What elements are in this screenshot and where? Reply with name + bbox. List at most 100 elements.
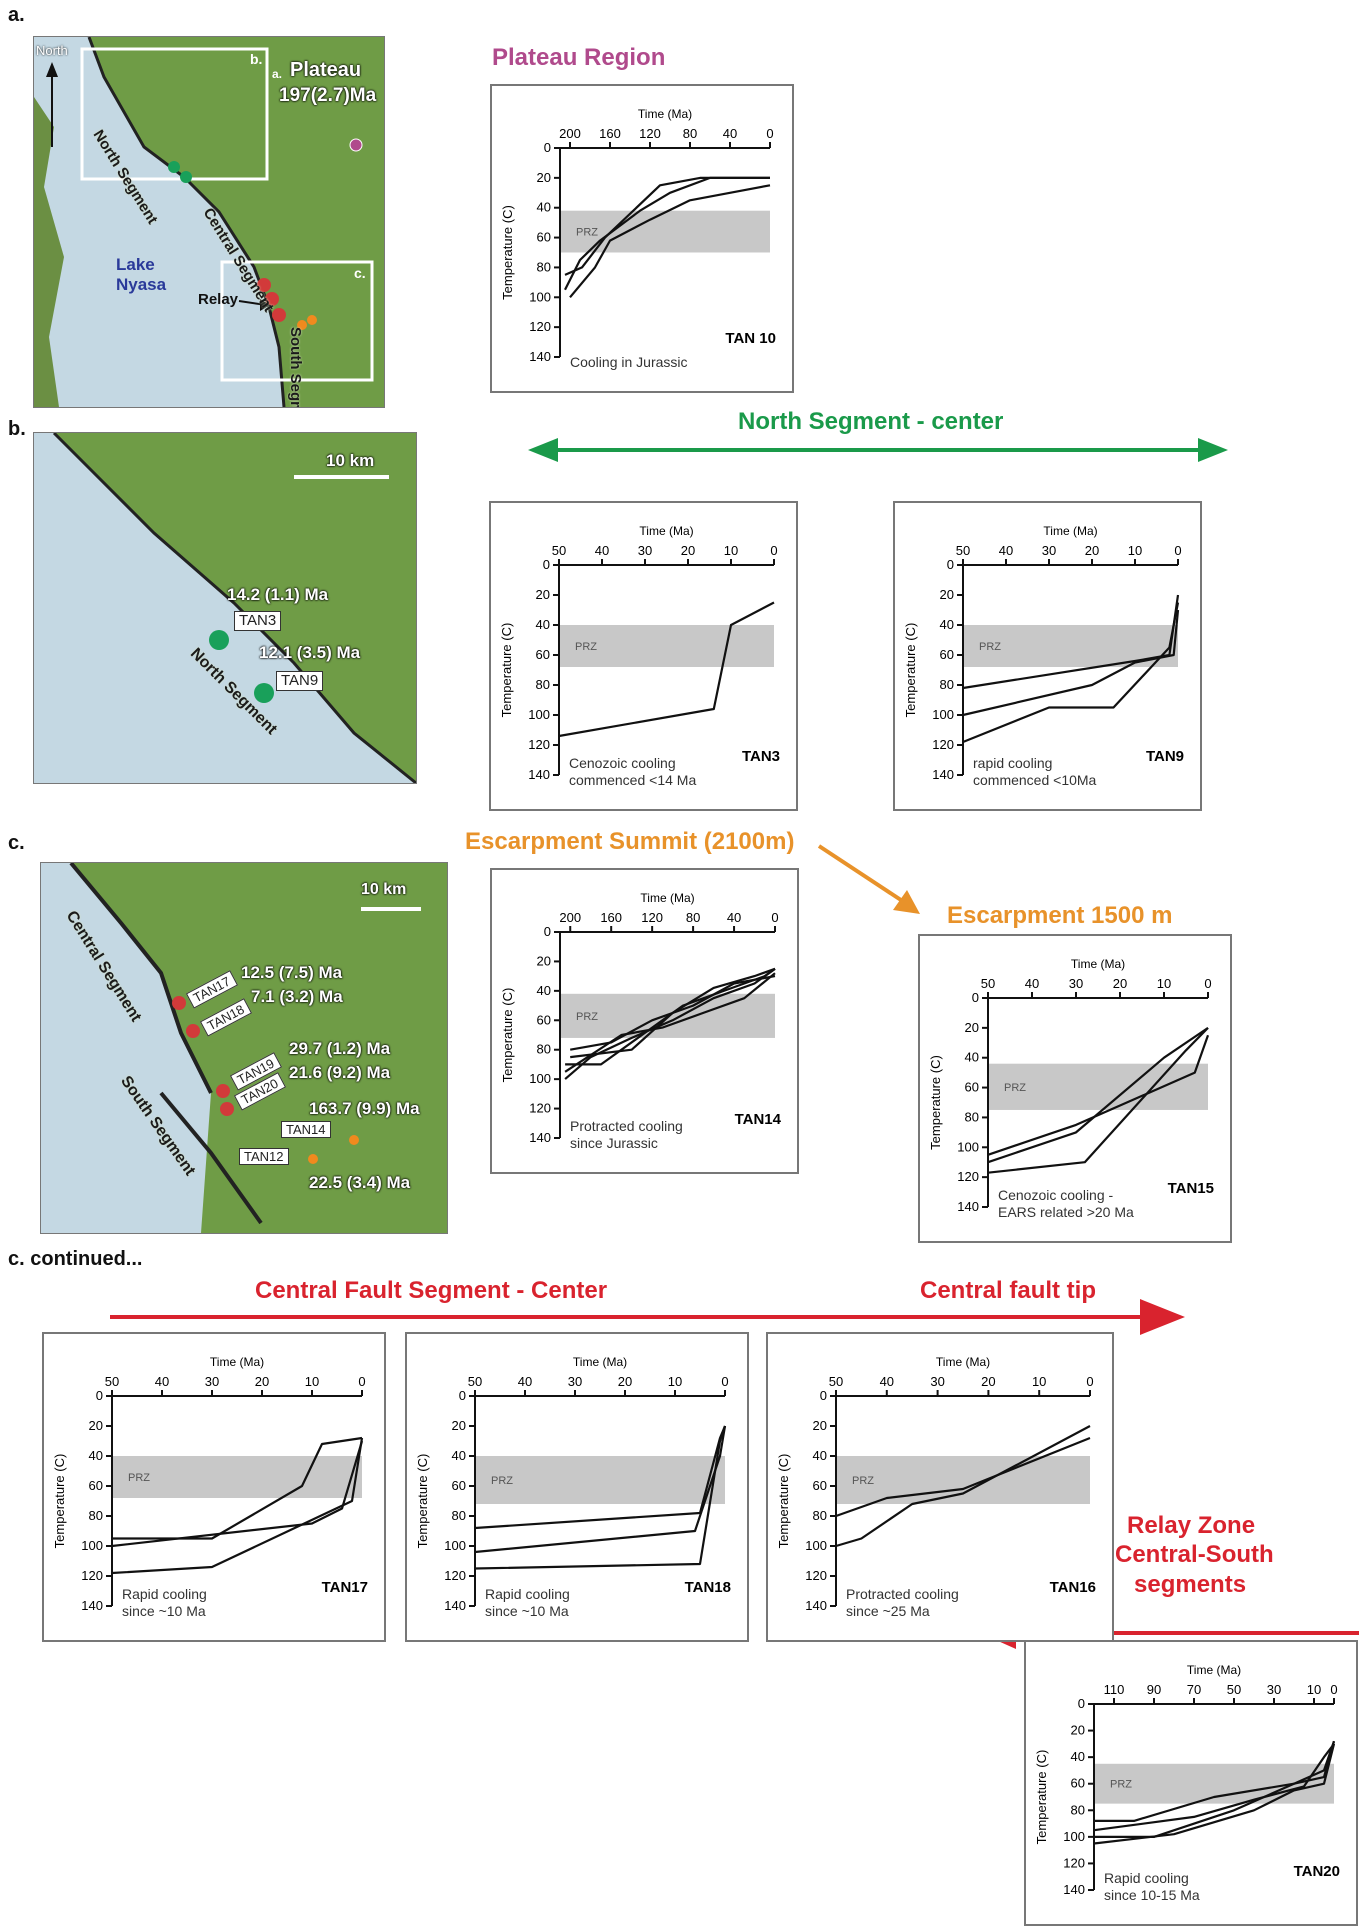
- tan10-x-tick-label: 40: [723, 126, 737, 141]
- tan20-x-tick-label: 0: [1330, 1682, 1337, 1697]
- tan14-x-axis-label: Time (Ma): [640, 891, 694, 905]
- age-label-1: 12.5 (7.5) Ma: [241, 963, 343, 982]
- tan3-caption-line: commenced <14 Ma: [569, 772, 696, 788]
- tan20-sample-label: TAN20: [1294, 1863, 1340, 1880]
- tan16-y-tick-label: 120: [805, 1568, 827, 1583]
- chart-tan18: PRZ 50 40 30 20 10 0 Time (Ma) 0 20 40 60 80 100 120 14…: [405, 1332, 749, 1642]
- tan20-x-tick-label: 10: [1307, 1682, 1321, 1697]
- tan18-prz-label: PRZ: [491, 1475, 513, 1487]
- tan18-y-axis-label: Temperature (C): [415, 1454, 430, 1549]
- tan20-y-axis-label: Temperature (C): [1034, 1750, 1049, 1845]
- tan18-y-tick-label: 100: [444, 1538, 466, 1553]
- tan15-y-tick-label: 100: [957, 1139, 979, 1154]
- map-box-c-label: c.: [354, 265, 366, 281]
- tan18-series-line-3: [474, 1425, 727, 1570]
- tan20-y-tick-label: 140: [1063, 1882, 1085, 1897]
- tan15-caption-line: EARS related >20 Ma: [998, 1204, 1134, 1220]
- tan10-x-tick-label: 200: [559, 126, 581, 141]
- escarpment-arrow: [817, 844, 920, 914]
- tan15-y-tick-label: 60: [965, 1080, 979, 1095]
- tan20-caption-line: Rapid cooling: [1104, 1870, 1189, 1886]
- tan20-y-tick-label: 60: [1071, 1776, 1085, 1791]
- north-segment-map-graphic: [34, 433, 416, 783]
- tan18-y-tick-label: 40: [452, 1448, 466, 1463]
- north-segment-map: 10 km 14.2 (1.1) Ma TAN3 12.1 (3.5) Ma T…: [33, 432, 417, 784]
- tan14-tag: TAN14: [281, 1121, 331, 1138]
- tan18-x-tick-label: 0: [721, 1374, 728, 1389]
- map-box-a-label: a.: [272, 67, 283, 81]
- panel-label-c: c.: [8, 832, 25, 854]
- tan10-x-tick-label: 80: [683, 126, 697, 141]
- tan14-series-line-5: [570, 967, 776, 1059]
- tan16-x-tick-label: 50: [829, 1374, 843, 1389]
- tan17-y-axis-label: Temperature (C): [52, 1454, 67, 1549]
- tan9-y-axis-label: Temperature (C): [903, 623, 918, 718]
- tan9-x-tick-label: 20: [1085, 543, 1099, 558]
- tan14-x-tick-label: 200: [559, 910, 581, 925]
- tan18-y-tick-label: 0: [459, 1388, 466, 1403]
- tan14-y-tick-label: 100: [529, 1071, 551, 1086]
- plateau-label: Plateau: [290, 59, 362, 81]
- tan15-y-tick-label: 20: [965, 1020, 979, 1035]
- tan9-sample-label: TAN9: [1146, 748, 1184, 765]
- age-label-2: 7.1 (3.2) Ma: [251, 987, 343, 1006]
- tan20-y-tick-label: 120: [1063, 1855, 1085, 1870]
- tan20-y-tick-label: 40: [1071, 1749, 1085, 1764]
- tan10-series-line-2: [564, 176, 770, 276]
- tan10-y-tick-label: 120: [529, 319, 551, 334]
- tan20-x-tick-label: 90: [1147, 1682, 1161, 1697]
- tan18-y-tick-label: 120: [444, 1568, 466, 1583]
- tan14-y-tick-label: 120: [529, 1101, 551, 1116]
- tan17-x-tick-label: 20: [255, 1374, 269, 1389]
- tan9-x-tick-label: 10: [1128, 543, 1142, 558]
- tan17-y-tick-label: 140: [81, 1598, 103, 1613]
- tan3-y-tick-label: 120: [528, 737, 550, 752]
- panel-label-a: a.: [8, 4, 25, 26]
- tan16-x-tick-label: 20: [981, 1374, 995, 1389]
- age-label-3: 29.7 (1.2) Ma: [289, 1039, 391, 1058]
- tan15-prz-band: [988, 1063, 1208, 1110]
- panel-label-c-continued: c. continued...: [8, 1248, 143, 1270]
- chart-tan16: PRZ 50 40 30 20 10 0 Time (Ma) 0 20 40 60 80 100 120 14…: [766, 1332, 1114, 1642]
- tan16-y-tick-label: 140: [805, 1598, 827, 1613]
- tan18-x-tick-label: 10: [668, 1374, 682, 1389]
- tan9-caption-line: commenced <10Ma: [973, 772, 1097, 788]
- tan10-y-tick-label: 80: [537, 259, 551, 274]
- tan20-x-axis-label: Time (Ma): [1187, 1663, 1241, 1677]
- tan15-y-tick-label: 120: [957, 1169, 979, 1184]
- tan16-caption-line: since ~25 Ma: [846, 1603, 930, 1619]
- tan9-prz-label: PRZ: [979, 641, 1001, 653]
- tan10-y-tick-label: 20: [537, 170, 551, 185]
- tan14-x-tick-label: 40: [727, 910, 741, 925]
- tan16-x-tick-label: 30: [930, 1374, 944, 1389]
- tan9-x-tick-label: 0: [1174, 543, 1181, 558]
- tan17-sample-label: TAN17: [322, 1579, 368, 1596]
- tan15-series-line-2: [987, 1027, 1209, 1174]
- chart-tan17: PRZ 50 40 30 20 10 0 Time (Ma) 0 20 40 60 80 100 120 14…: [42, 1332, 386, 1642]
- tan14-prz-label: PRZ: [576, 1011, 598, 1023]
- tan9-y-tick-label: 140: [932, 767, 954, 782]
- chart-tan14: PRZ 200 160 120 80 40 0 Time (Ma) 0 20 40 60 80 100 12…: [490, 868, 799, 1174]
- central-fault-arrow: [110, 1299, 1185, 1335]
- tan15-x-tick-label: 30: [1069, 976, 1083, 991]
- tan18-x-axis-label: Time (Ma): [573, 1355, 627, 1369]
- tan17-y-tick-label: 120: [81, 1568, 103, 1583]
- relay-segments-title: segments: [1134, 1571, 1247, 1598]
- tan3-caption-line: Cenozoic cooling: [569, 755, 676, 771]
- tan15-y-tick-label: 0: [972, 990, 979, 1005]
- tan20-caption-line: since 10-15 Ma: [1104, 1887, 1200, 1903]
- tan3-x-axis-label: Time (Ma): [639, 524, 693, 538]
- tan3-x-tick-label: 10: [724, 543, 738, 558]
- tan9-y-tick-label: 20: [940, 587, 954, 602]
- tan16-y-axis-label: Temperature (C): [776, 1454, 791, 1549]
- tan14-caption-line: since Jurassic: [570, 1135, 658, 1151]
- tan10-y-tick-label: 40: [537, 200, 551, 215]
- chart-tan3: PRZ 50 40 30 20 10 0 Time (Ma) 0 20 40 60 80 100 120 14…: [489, 501, 798, 811]
- tan16-x-tick-label: 40: [880, 1374, 894, 1389]
- tan10-x-tick-label: 160: [599, 126, 621, 141]
- chart-tan15: PRZ 50 40 30 20 10 0 Time (Ma) 0 20 40 60 80 100 120 14…: [918, 934, 1232, 1243]
